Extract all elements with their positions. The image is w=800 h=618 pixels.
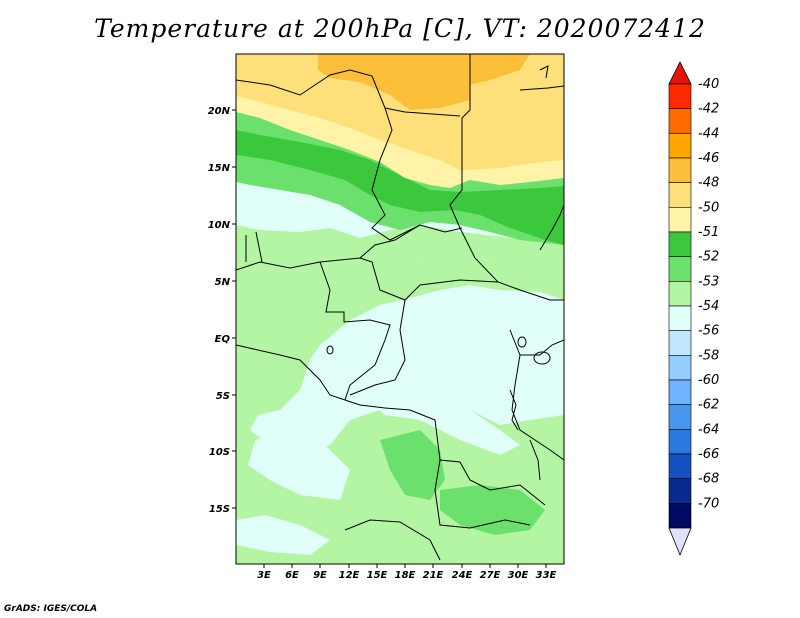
legend-label-4: -48 — [698, 176, 719, 191]
legend-swatch-9 — [668, 305, 692, 331]
lat-tick-10s: 10S — [209, 447, 236, 458]
map-frame — [235, 53, 565, 565]
lat-tick-20n: 20N — [208, 106, 236, 117]
legend-label-11: -58 — [698, 348, 719, 363]
lon-label-33e: 33E — [536, 570, 557, 581]
lon-label-24e: 24E — [452, 570, 473, 581]
lat-tick-10n: 10N — [208, 220, 236, 231]
legend-swatch-2 — [668, 133, 692, 159]
lat-tick-eq: EQ — [215, 334, 236, 345]
legend-label-0: -40 — [698, 77, 719, 92]
legend-swatch-11 — [668, 355, 692, 381]
legend-bottom-arrow — [668, 527, 692, 557]
legend-label-8: -53 — [698, 274, 719, 289]
legend-swatch-15 — [668, 453, 692, 479]
legend-label-10: -56 — [698, 324, 719, 339]
legend-swatch-4 — [668, 182, 692, 208]
legend-swatch-16 — [668, 478, 692, 504]
legend-swatch-13 — [668, 404, 692, 430]
legend-swatch-7 — [668, 256, 692, 282]
color-legend: -40 -42 -44 -46 -48 -50 -51 -52 -53 -54 -56 -58 -60 -… — [668, 61, 719, 557]
legend-swatch-14 — [668, 429, 692, 455]
latitude-axis: 20N 15N 10N 5N EQ 5S 10S 15S — [208, 106, 236, 515]
legend-swatch-17 — [668, 503, 692, 529]
lon-label-12e: 12E — [339, 570, 360, 581]
lon-label-15e: 15E — [367, 570, 388, 581]
lon-tick-12e: 12E — [339, 564, 360, 581]
lon-tick-24e: 24E — [452, 564, 473, 581]
longitude-axis: 3E 6E 9E 12E 15E 18E 21E 24E 27E 30E 33E — [257, 564, 557, 581]
temperature-field — [236, 54, 564, 564]
lon-label-9e: 9E — [313, 570, 327, 581]
lat-label-20n: 20N — [208, 106, 231, 117]
legend-label-3: -46 — [698, 151, 719, 166]
lon-tick-33e: 33E — [536, 564, 557, 581]
lon-tick-15e: 15E — [367, 564, 388, 581]
legend-label-6: -51 — [698, 225, 719, 240]
map-title: Temperature at 200hPa [C], VT: 202007241… — [94, 14, 706, 43]
lon-tick-30e: 30E — [508, 564, 529, 581]
lat-label-15s: 15S — [209, 504, 230, 515]
legend-label-1: -42 — [698, 102, 719, 117]
lakes — [326, 336, 551, 481]
lon-tick-21e: 21E — [423, 564, 444, 581]
legend-label-9: -54 — [698, 299, 719, 314]
lat-tick-5n: 5N — [215, 277, 236, 288]
legend-swatch-5 — [668, 207, 692, 233]
lon-label-27e: 27E — [480, 570, 501, 581]
legend-label-15: -66 — [698, 447, 719, 462]
legend-label-14: -64 — [698, 422, 719, 437]
lon-label-30e: 30E — [508, 570, 529, 581]
lat-tick-5s: 5S — [216, 391, 236, 402]
legend-swatch-1 — [668, 108, 692, 134]
lon-tick-9e: 9E — [313, 564, 327, 581]
legend-label-5: -50 — [698, 200, 719, 215]
legend-label-16: -68 — [698, 472, 719, 487]
legend-label-17: -70 — [698, 496, 719, 511]
grads-credit: GrADS: IGES/COLA — [4, 604, 98, 614]
lon-label-6e: 6E — [285, 570, 299, 581]
lat-label-eq: EQ — [215, 334, 231, 345]
lat-tick-15s: 15S — [209, 504, 236, 515]
lat-label-15n: 15N — [208, 163, 231, 174]
legend-swatch-8 — [668, 281, 692, 307]
lat-label-5s: 5S — [216, 391, 230, 402]
legend-swatch-3 — [668, 157, 692, 183]
lon-label-18e: 18E — [395, 570, 416, 581]
legend-swatch-12 — [668, 379, 692, 405]
legend-label-12: -60 — [698, 373, 719, 388]
legend-swatch-0 — [668, 83, 692, 109]
legend-label-13: -62 — [698, 398, 719, 413]
lon-tick-3e: 3E — [257, 564, 271, 581]
lat-tick-15n: 15N — [208, 163, 236, 174]
lon-tick-18e: 18E — [395, 564, 416, 581]
country-borders — [236, 54, 564, 561]
legend-top-arrow — [668, 61, 692, 85]
lon-label-21e: 21E — [423, 570, 444, 581]
lon-label-3e: 3E — [257, 570, 271, 581]
lat-label-5n: 5N — [215, 277, 231, 288]
lat-label-10n: 10N — [208, 220, 231, 231]
legend-label-7: -52 — [698, 250, 719, 265]
legend-label-2: -44 — [698, 126, 719, 141]
legend-swatch-6 — [668, 231, 692, 257]
lat-label-10s: 10S — [209, 447, 230, 458]
legend-swatch-10 — [668, 330, 692, 356]
lon-tick-6e: 6E — [285, 564, 299, 581]
lon-tick-27e: 27E — [480, 564, 501, 581]
